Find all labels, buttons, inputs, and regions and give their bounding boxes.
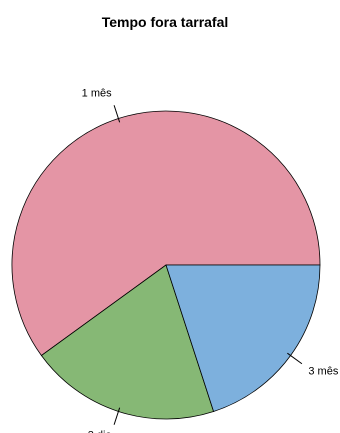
pie-label-tick — [287, 352, 303, 365]
pie-slices — [11, 110, 321, 420]
pie-label-tick — [113, 105, 121, 123]
pie-label-tick — [113, 407, 121, 425]
pie-slice-label: 3 dia — [88, 429, 113, 433]
pie-slice-label: 1 mês — [82, 88, 112, 100]
pie-slice-label: 3 mês — [308, 365, 338, 377]
pie-labels: 1 mês 3 dia 3 mês — [82, 88, 339, 433]
chart-title: Tempo fora tarrafal — [102, 14, 229, 30]
